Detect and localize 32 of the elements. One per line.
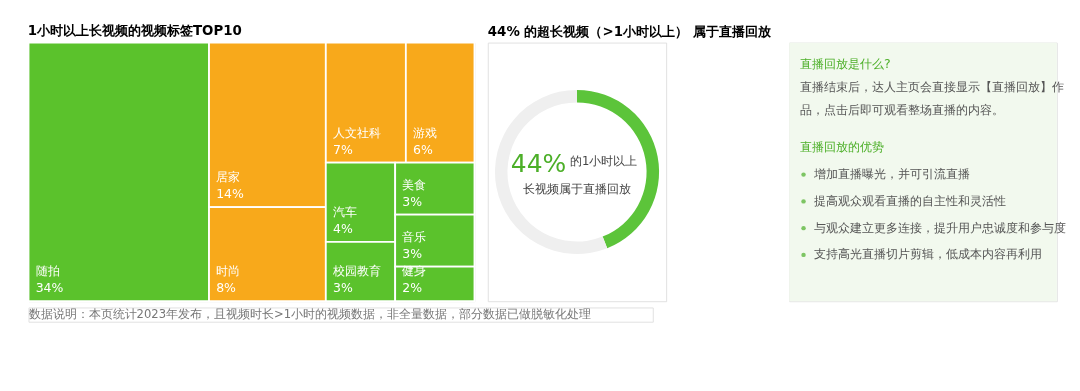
data-label: 14% <box>216 186 245 202</box>
text: 增加直播曝光，并可引流直播 <box>813 167 971 182</box>
category-label: 时尚 <box>216 264 241 279</box>
data-label: 3% <box>402 245 423 261</box>
data-label: 3% <box>402 193 423 209</box>
data-label: 2% <box>402 280 423 296</box>
text: 的1小时以上 <box>569 153 638 168</box>
data-label: 4% <box>332 220 353 236</box>
text: 直播回放是什么? <box>799 55 891 71</box>
text: 提高观众观看直播的自主性和灵活性 <box>814 193 1007 208</box>
text: 数据说明：本页统计2023年发布，且视频时长>1小时的视频数据，非全量数据，部分数据已做脱敏化处理 <box>28 307 592 322</box>
text: 与观众建立更多连接，提升用户忠诚度和参与度 <box>814 220 1067 235</box>
data-label: 34% <box>35 280 64 296</box>
data-label: 3% <box>332 280 353 296</box>
data-label: 8% <box>216 280 237 296</box>
category-label: 校园教育 <box>331 264 381 279</box>
category-label: 游戏 <box>412 125 437 140</box>
category-label: 音乐 <box>402 229 427 244</box>
category-label: 居家 <box>216 170 241 185</box>
data-label: 6% <box>412 141 433 157</box>
category-label: 随拍 <box>35 264 60 279</box>
text: 直播结束后，达人主页会直接显示【直播回放】作品，点击后即可观看整场直播的内容。 <box>799 79 1064 117</box>
data-label: 7% <box>332 141 353 157</box>
chart-title: 44% 的超长视频（>1小时以上） 属于直播回放 <box>487 24 772 40</box>
text: 1小时以上长视频的视频标签TOP10 <box>27 23 242 39</box>
category-label: 美食 <box>402 177 427 192</box>
text: 44% <box>510 148 567 178</box>
text: 长视频属于直播回放 <box>523 182 632 197</box>
text: 直播回放的优势 <box>799 139 884 155</box>
category-label: 人文社科 <box>332 125 381 140</box>
text: 支持高光直播切片剪辑，低成本内容再利用 <box>814 247 1043 262</box>
category-label: 汽车 <box>332 205 357 220</box>
